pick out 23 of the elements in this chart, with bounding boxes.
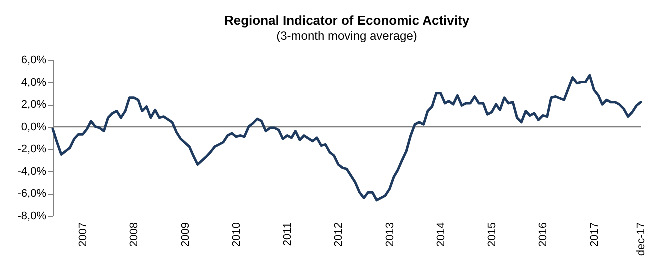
chart-title: Regional Indicator of Economic Activity xyxy=(224,13,470,28)
x-tick-label: 2014 xyxy=(435,222,448,247)
x-tick-label: 2016 xyxy=(538,222,550,247)
y-tick-label: 0,0% xyxy=(21,121,47,134)
y-tick-label: -8,0% xyxy=(18,210,47,222)
x-tick-label: 2015 xyxy=(486,222,498,247)
y-tick-label: -2,0% xyxy=(18,144,47,156)
x-tick-label: 2017 xyxy=(588,222,601,247)
x-tick-label: 2011 xyxy=(282,222,294,246)
y-tick-label: 2,0% xyxy=(21,99,47,112)
y-tick-label: 4,0% xyxy=(21,76,47,89)
x-tick-label: 2009 xyxy=(180,222,192,247)
x-tick-label: 2012 xyxy=(333,222,346,247)
x-tick-label: 2008 xyxy=(128,222,141,247)
line-series xyxy=(52,74,642,202)
y-tick-label: -4,0% xyxy=(18,166,47,178)
x-tick-label: dec-17 xyxy=(636,222,648,256)
x-tick-label: 2013 xyxy=(384,222,396,247)
x-tick-label: 2007 xyxy=(77,222,90,247)
chart-subtitle: (3-month moving average) xyxy=(276,29,418,43)
y-tick-label: -6,0% xyxy=(18,188,47,200)
y-tick-label: 6,0% xyxy=(21,54,47,66)
x-tick-label: 2010 xyxy=(230,222,243,247)
